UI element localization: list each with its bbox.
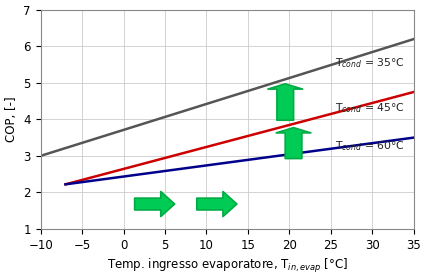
Y-axis label: COP, [-]: COP, [-] (5, 97, 18, 142)
Text: T$_{cond}$ = 60°C: T$_{cond}$ = 60°C (335, 139, 405, 153)
Text: T$_{cond}$ = 35°C: T$_{cond}$ = 35°C (335, 56, 405, 70)
X-axis label: Temp. ingresso evaporatore, T$_{in,evap}$ [°C]: Temp. ingresso evaporatore, T$_{in,evap}… (106, 257, 348, 275)
Text: T$_{cond}$ = 45°C: T$_{cond}$ = 45°C (335, 102, 405, 115)
